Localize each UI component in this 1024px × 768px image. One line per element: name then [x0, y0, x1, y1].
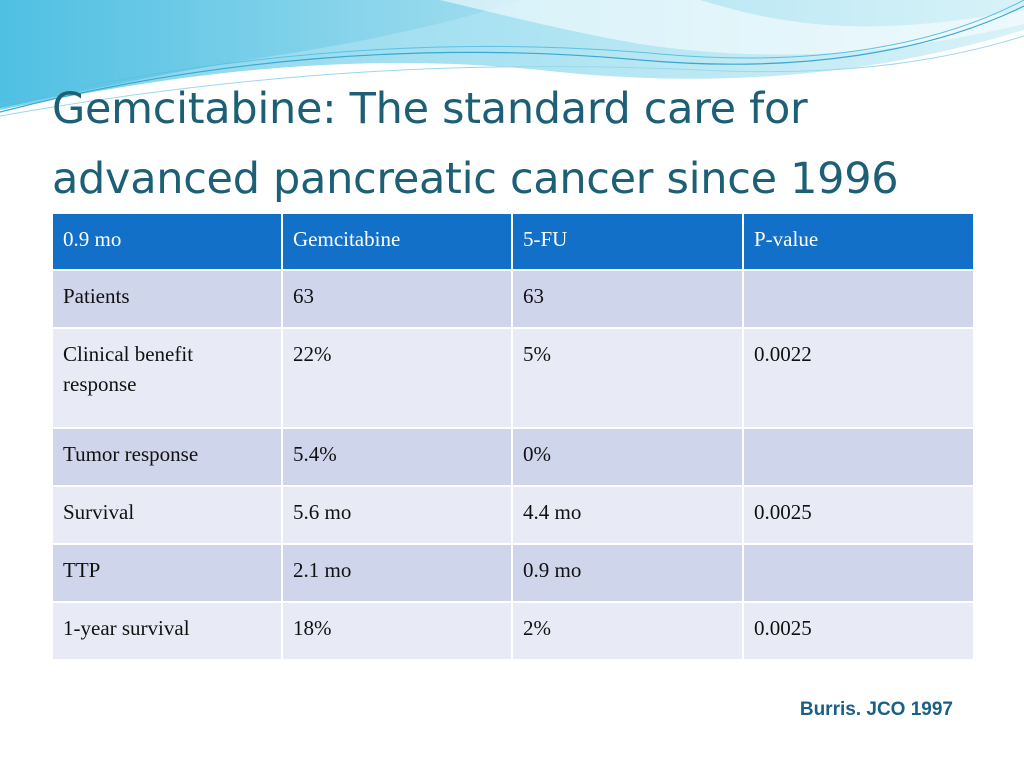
table-cell: 0.0025: [742, 601, 975, 661]
table-cell: 0.9 mo: [511, 543, 744, 603]
table-cell: Patients: [51, 269, 283, 329]
table-cell: 0.0025: [742, 485, 975, 545]
table-row: TTP 2.1 mo 0.9 mo: [51, 543, 975, 603]
table-cell: 2.1 mo: [281, 543, 513, 603]
table-cell: [742, 269, 975, 329]
title-line-1: Gemcitabine: The standard care for: [52, 84, 808, 134]
table-cell: TTP: [51, 543, 283, 603]
table-cell: 5.6 mo: [281, 485, 513, 545]
header-cell: 0.9 mo: [51, 212, 283, 271]
header-cell: 5-FU: [511, 212, 744, 271]
table-cell: 4.4 mo: [511, 485, 744, 545]
citation: Burris. JCO 1997: [799, 699, 953, 720]
slide-title: Gemcitabine: The standard care for advan…: [52, 74, 992, 214]
table-row: Survival 5.6 mo 4.4 mo 0.0025: [51, 485, 975, 545]
table-cell: 18%: [281, 601, 513, 661]
table-row: Tumor response 5.4% 0%: [51, 427, 975, 487]
table-header-row: 0.9 mo Gemcitabine 5-FU P-value: [51, 212, 975, 271]
table-cell: Clinical benefit response: [51, 327, 283, 429]
results-table: 0.9 mo Gemcitabine 5-FU P-value Patients…: [51, 212, 975, 661]
table-cell: 1-year survival: [51, 601, 283, 661]
table-cell: 22%: [281, 327, 513, 429]
table-cell: 63: [511, 269, 744, 329]
table-row: 1-year survival 18% 2% 0.0025: [51, 601, 975, 661]
table-cell: Tumor response: [51, 427, 283, 487]
title-line-2: advanced pancreatic cancer since 1996: [52, 154, 899, 204]
table-cell: Survival: [51, 485, 283, 545]
table-cell: 2%: [511, 601, 744, 661]
header-cell: P-value: [742, 212, 975, 271]
table-cell: 5%: [511, 327, 744, 429]
table-cell: [742, 543, 975, 603]
table-cell: 0.0022: [742, 327, 975, 429]
table-cell: 5.4%: [281, 427, 513, 487]
table-cell: [742, 427, 975, 487]
table-row: Patients 63 63: [51, 269, 975, 329]
table-cell: 63: [281, 269, 513, 329]
table-cell: 0%: [511, 427, 744, 487]
table-row: Clinical benefit response 22% 5% 0.0022: [51, 327, 975, 429]
decorative-waves: [0, 0, 1024, 117]
header-cell: Gemcitabine: [281, 212, 513, 271]
